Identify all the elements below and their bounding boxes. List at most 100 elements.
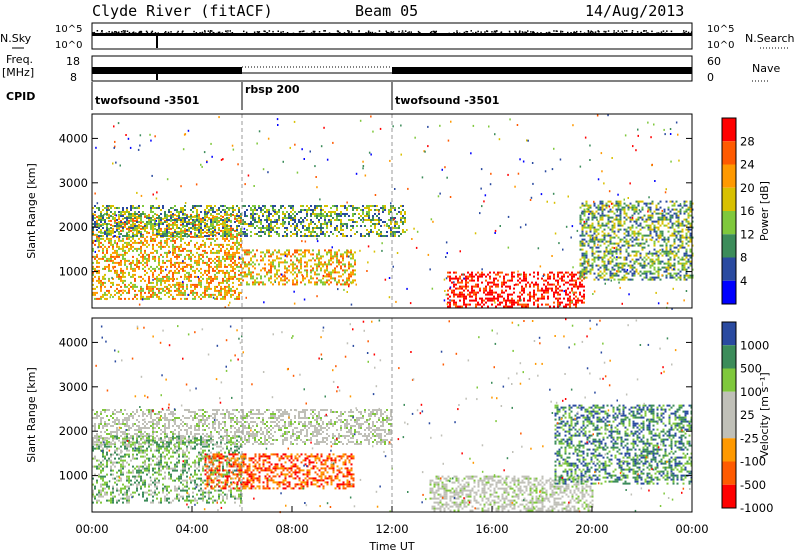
heatmap-cell [312, 267, 314, 270]
heatmap-cell [312, 221, 314, 223]
heatmap-cell [188, 275, 190, 278]
heatmap-cell [222, 279, 224, 282]
heatmap-cell [288, 223, 290, 225]
heatmap-cell [537, 285, 539, 288]
heatmap-cell [565, 291, 567, 294]
heatmap-cell [617, 262, 620, 265]
heatmap-cell [284, 231, 286, 233]
heatmap-cell [128, 247, 130, 250]
heatmap-cell [240, 271, 242, 274]
heatmap-cell [128, 297, 130, 300]
heatmap-cell [180, 243, 182, 246]
heatmap-cell [94, 233, 96, 236]
heatmap-cell [286, 229, 288, 231]
heatmap-cell [292, 273, 294, 276]
heatmap-cell [398, 225, 400, 227]
heatmap-cell [609, 242, 612, 245]
heatmap-cell [158, 291, 160, 294]
heatmap-cell [104, 277, 106, 280]
heatmap-cell [459, 277, 461, 280]
heatmap-cell [222, 209, 224, 211]
heatmap-cell [601, 276, 604, 279]
heatmap-cell [390, 205, 392, 207]
heatmap-cell [126, 265, 128, 268]
heatmap-cell [609, 208, 612, 211]
heatmap-cell [184, 269, 186, 272]
heatmap-cell [481, 271, 483, 274]
heatmap-cell [288, 251, 290, 254]
heatmap-cell [154, 233, 156, 236]
heatmap-cell [328, 211, 330, 213]
heatmap-cell [649, 214, 652, 217]
heatmap-cell [194, 285, 196, 288]
heatmap-cell [276, 221, 278, 223]
heatmap-cell [489, 297, 491, 300]
heatmap-cell [354, 269, 356, 272]
heatmap-cell [497, 271, 499, 274]
heatmap-cell [266, 211, 268, 213]
heatmap-cell [352, 207, 354, 209]
heatmap-cell [266, 251, 268, 254]
heatmap-cell [168, 259, 170, 262]
nsky-point [264, 30, 266, 33]
heatmap-cell [208, 225, 210, 228]
heatmap-cell [653, 230, 656, 233]
heatmap-cell [497, 295, 499, 298]
heatmap-cell [210, 275, 212, 278]
heatmap-cell [683, 266, 686, 269]
heatmap-cell [266, 249, 268, 252]
heatmap-cell [368, 217, 370, 219]
heatmap-cell [485, 297, 487, 300]
heatmap-cell [687, 274, 690, 277]
heatmap-cell [683, 274, 686, 277]
heatmap-cell [679, 234, 682, 237]
heatmap-cell [116, 251, 118, 254]
heatmap-cell [238, 241, 240, 244]
nsky-point [398, 30, 400, 33]
heatmap-cell [288, 249, 290, 252]
heatmap-cell [346, 223, 348, 225]
heatmap-cell [689, 222, 692, 225]
heatmap-cell [248, 223, 250, 225]
heatmap-cell [272, 263, 274, 266]
heatmap-cell [587, 244, 590, 247]
heatmap-cell [647, 218, 650, 221]
heatmap-cell [545, 289, 547, 292]
heatmap-cell [348, 275, 350, 278]
heatmap-cell [603, 232, 606, 235]
heatmap-cell [591, 238, 594, 241]
heatmap-cell [332, 261, 334, 264]
heatmap-cell [320, 227, 322, 229]
heatmap-cell [344, 223, 346, 225]
heatmap-cell [126, 245, 128, 248]
heatmap-cell [122, 257, 124, 260]
nsky-point [122, 32, 125, 34]
heatmap-cell [274, 209, 276, 211]
heatmap-cell [344, 205, 346, 207]
nsky-point [263, 30, 265, 32]
heatmap-cell [218, 243, 220, 246]
nsky-point [514, 30, 516, 33]
heatmap-cell [98, 271, 100, 274]
heatmap-cell [390, 231, 392, 233]
heatmap-cell [689, 204, 692, 207]
heatmap-cell [304, 255, 306, 258]
heatmap-cell [511, 299, 513, 302]
heatmap-cell [110, 211, 112, 213]
heatmap-cell [505, 305, 507, 308]
heatmap-cell [214, 269, 216, 272]
heatmap-cell [681, 244, 684, 247]
heatmap-cell [599, 240, 602, 243]
heatmap-cell [330, 215, 332, 217]
heatmap-cell [651, 264, 654, 267]
heatmap-cell [230, 229, 232, 232]
heatmap-cell [374, 205, 376, 207]
heatmap-cell [599, 256, 602, 259]
heatmap-cell [180, 293, 182, 296]
heatmap-cell [607, 240, 610, 243]
heatmap-cell [270, 227, 272, 229]
nsky-point [108, 31, 110, 33]
heatmap-cell [184, 241, 186, 244]
heatmap-cell [150, 223, 152, 225]
heatmap-cell [174, 221, 176, 224]
